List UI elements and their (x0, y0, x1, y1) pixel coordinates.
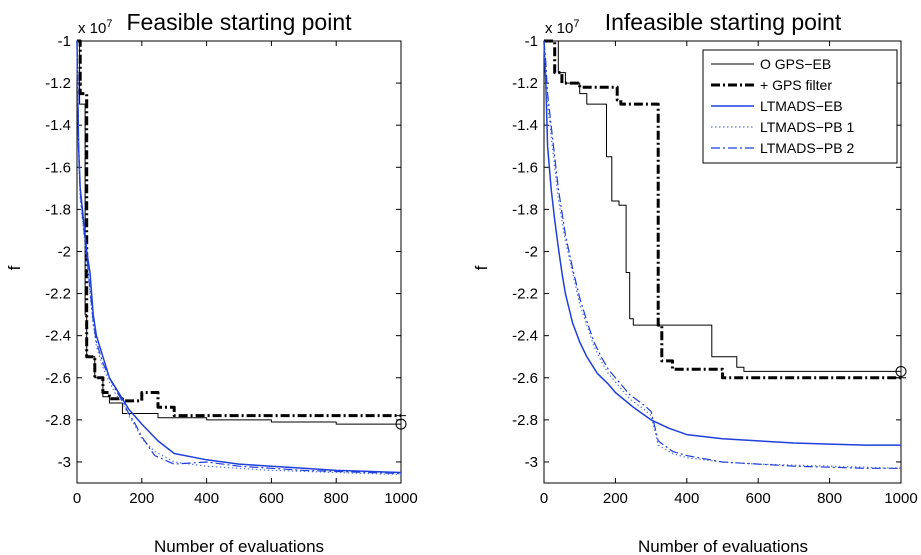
x-tick-label: 0 (540, 490, 548, 507)
y-axis-label: f (5, 265, 24, 270)
series-lines (543, 39, 907, 469)
axes-ticks: 0 200 400 600 800 1000 -1 -1.2 -1.4 -1.6 -1.8 -2 -2.… (45, 33, 418, 507)
x-axis-label: Number of evaluations (154, 537, 324, 555)
chart-title: Infeasible starting point (605, 9, 842, 35)
x-tick-label: 200 (603, 490, 628, 507)
series-line (544, 39, 901, 380)
y-tick-label: -2 (525, 243, 538, 260)
x-tick-label: 400 (194, 490, 219, 507)
y-tick-label: -2.2 (45, 286, 71, 303)
x-tick-label: 1000 (384, 490, 417, 507)
x-tick-label: 800 (817, 490, 842, 507)
series-line (543, 40, 901, 469)
legend: O GPS−EB + GPS filter LTMADS−EB LTMADS−PB 1… (702, 49, 898, 164)
legend-label: LTMADS−PB 1 (760, 119, 854, 135)
y-tick-label: -1.4 (45, 117, 71, 134)
axes-ticks: 0 200 400 600 800 1000 -1 -1.2 -1.4 -1.6 -1.8 -2 -2.… (512, 33, 918, 507)
y-multiplier: x 107 (78, 18, 112, 37)
x-tick-label: 600 (746, 490, 771, 507)
y-tick-label: -2.6 (512, 370, 538, 387)
x-tick-label: 600 (259, 490, 284, 507)
chart-infeasible: Infeasible starting point Number of eval… (472, 9, 918, 555)
y-tick-label: -2.8 (45, 412, 71, 429)
y-tick-label: -2.8 (512, 412, 538, 429)
y-tick-label: -2.6 (45, 370, 71, 387)
legend-label: O GPS−EB (760, 56, 831, 72)
y-tick-label: -2.4 (512, 328, 538, 345)
y-tick-label: -1.2 (45, 75, 71, 92)
y-axis-label: f (472, 265, 491, 270)
legend-label: LTMADS−EB (760, 98, 843, 114)
x-tick-label: 800 (324, 490, 349, 507)
y-tick-label: -1.2 (512, 75, 538, 92)
y-tick-label: -1 (525, 33, 538, 50)
chart-feasible: Feasible starting point Number of evalua… (5, 9, 418, 555)
y-multiplier-exponent: 7 (106, 18, 112, 30)
y-tick-label: -2.4 (45, 328, 71, 345)
series-line (77, 39, 401, 418)
chart-title: Feasible starting point (126, 9, 352, 35)
series-line (76, 40, 402, 476)
x-tick-label: 0 (73, 490, 81, 507)
y-tick-label: -3 (58, 454, 71, 471)
y-tick-label: -2 (58, 243, 71, 260)
x-axis-label: Number of evaluations (638, 537, 808, 555)
y-tick-label: -2.2 (512, 286, 538, 303)
x-tick-label: 200 (129, 490, 154, 507)
series-line (76, 40, 402, 475)
series-line (543, 40, 901, 446)
y-multiplier-exponent: 7 (573, 18, 579, 30)
y-tick-label: -1.4 (512, 117, 538, 134)
y-tick-label: -1.8 (512, 201, 538, 218)
y-tick-label: -1.8 (45, 201, 71, 218)
series-line (77, 40, 401, 425)
plot-area-frame (76, 40, 402, 484)
legend-label: LTMADS−PB 2 (760, 140, 854, 156)
y-multiplier: x 107 (545, 18, 579, 37)
series-lines (76, 39, 407, 476)
x-tick-label: 1000 (884, 490, 917, 507)
x-tick-label: 400 (674, 490, 699, 507)
series-line (543, 40, 902, 469)
y-tick-label: -1 (58, 33, 71, 50)
y-tick-label: -1.6 (45, 159, 71, 176)
y-tick-label: -3 (525, 454, 538, 471)
y-tick-label: -1.6 (512, 159, 538, 176)
legend-label: + GPS filter (760, 77, 832, 93)
